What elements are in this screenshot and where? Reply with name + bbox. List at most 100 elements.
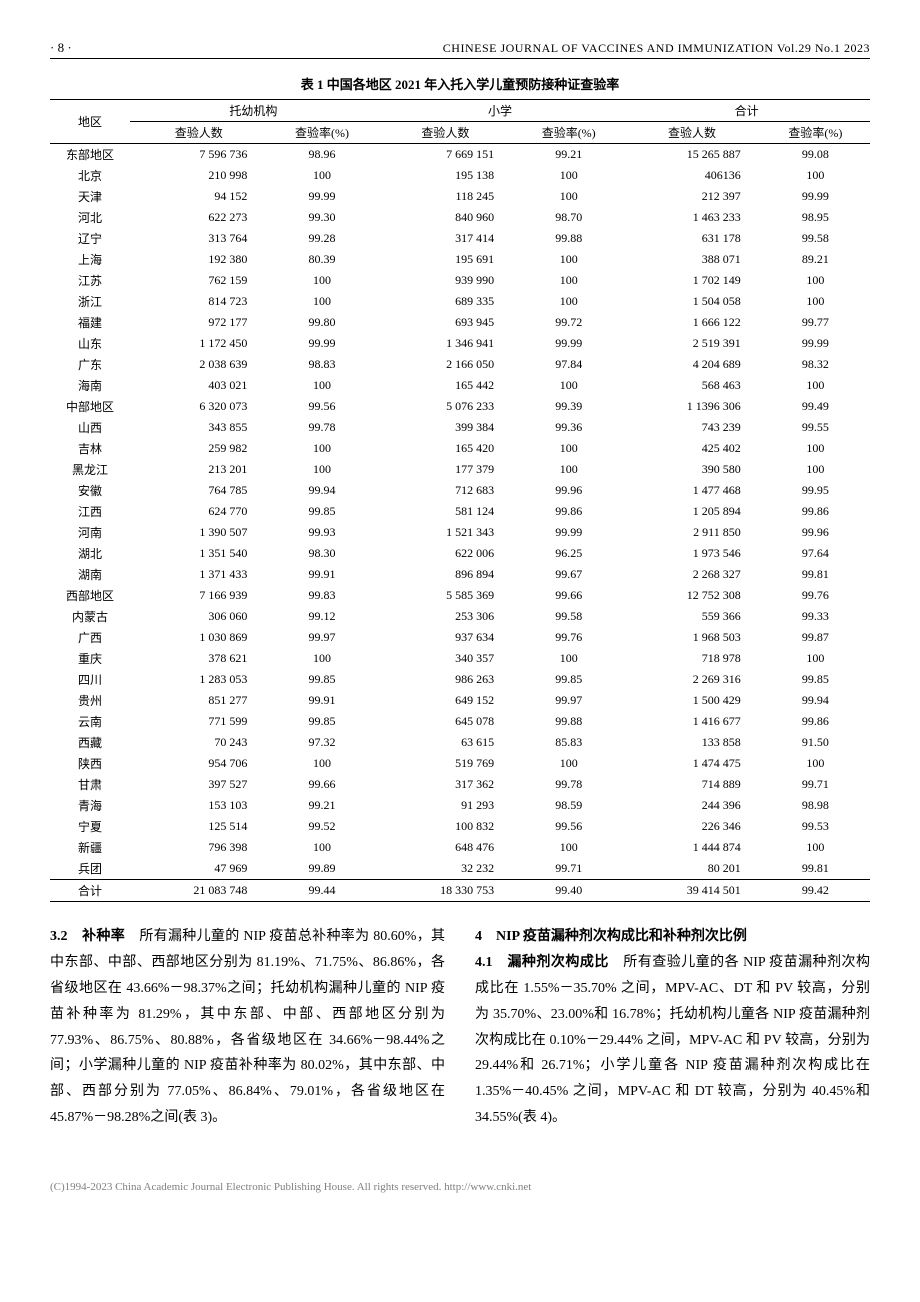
table-row: 河北622 27399.30840 96098.701 463 23398.95 — [50, 207, 870, 228]
cell: 100 — [761, 165, 870, 186]
cell: 2 269 316 — [623, 669, 760, 690]
cell: 343 855 — [130, 417, 267, 438]
cell-region: 上海 — [50, 249, 130, 270]
cell-region: 辽宁 — [50, 228, 130, 249]
cell: 99.67 — [514, 564, 623, 585]
cell: 99.49 — [761, 396, 870, 417]
cell: 100 — [267, 459, 376, 480]
table-row: 广东2 038 63998.832 166 05097.844 204 6899… — [50, 354, 870, 375]
table-row: 河南1 390 50799.931 521 34399.992 911 8509… — [50, 522, 870, 543]
cell: 622 273 — [130, 207, 267, 228]
cell-region: 贵州 — [50, 690, 130, 711]
table-row: 宁夏125 51499.52100 83299.56226 34699.53 — [50, 816, 870, 837]
cell: 100 — [514, 753, 623, 774]
cell-region: 中部地区 — [50, 396, 130, 417]
header-region: 地区 — [50, 100, 130, 144]
cell-region: 云南 — [50, 711, 130, 732]
cell-region: 西藏 — [50, 732, 130, 753]
cell: 99.97 — [267, 627, 376, 648]
cell: 624 770 — [130, 501, 267, 522]
cell-region: 陕西 — [50, 753, 130, 774]
cell: 99.36 — [514, 417, 623, 438]
table-row: 西藏70 24397.3263 61585.83133 85891.50 — [50, 732, 870, 753]
cell: 99.71 — [514, 858, 623, 880]
cell: 226 346 — [623, 816, 760, 837]
cell: 1 351 540 — [130, 543, 267, 564]
header-total: 合计 — [623, 100, 870, 122]
cell: 212 397 — [623, 186, 760, 207]
cell: 1 205 894 — [623, 501, 760, 522]
data-table: 地区 托幼机构 小学 合计 查验人数 查验率(%) 查验人数 查验率(%) 查验… — [50, 99, 870, 902]
cell: 100 832 — [377, 816, 514, 837]
cell: 559 366 — [623, 606, 760, 627]
cell: 397 527 — [130, 774, 267, 795]
table-row: 湖南1 371 43399.91896 89499.672 268 32799.… — [50, 564, 870, 585]
right-column: 4 NIP 疫苗漏种剂次构成比和补种剂次比例 4.1 漏种剂次构成比 所有查验儿… — [475, 924, 870, 1131]
cell: 70 243 — [130, 732, 267, 753]
cell: 99.66 — [514, 585, 623, 606]
cell: 133 858 — [623, 732, 760, 753]
cell: 97.84 — [514, 354, 623, 375]
cell: 100 — [514, 438, 623, 459]
table-row: 东部地区7 596 73698.967 669 15199.2115 265 8… — [50, 144, 870, 166]
cell: 99.86 — [514, 501, 623, 522]
table-row: 甘肃397 52799.66317 36299.78714 88999.71 — [50, 774, 870, 795]
table-row: 山西343 85599.78399 38499.36743 23999.55 — [50, 417, 870, 438]
table-row: 上海192 38080.39195 691100388 07189.21 — [50, 249, 870, 270]
cell: 712 683 — [377, 480, 514, 501]
cell: 100 — [514, 459, 623, 480]
cell: 399 384 — [377, 417, 514, 438]
cell: 313 764 — [130, 228, 267, 249]
table-row: 兵团47 96999.8932 23299.7180 20199.81 — [50, 858, 870, 880]
cell-region: 河南 — [50, 522, 130, 543]
table-row: 新疆796 398100648 4761001 444 874100 — [50, 837, 870, 858]
cell: 100 — [267, 165, 376, 186]
cell: 18 330 753 — [377, 880, 514, 902]
cell: 99.99 — [267, 186, 376, 207]
cell: 986 263 — [377, 669, 514, 690]
cell: 100 — [761, 648, 870, 669]
cell: 100 — [267, 375, 376, 396]
table-row: 贵州851 27799.91649 15299.971 500 42999.94 — [50, 690, 870, 711]
cell: 1 463 233 — [623, 207, 760, 228]
cell-region: 山西 — [50, 417, 130, 438]
cell-region: 山东 — [50, 333, 130, 354]
cell: 7 669 151 — [377, 144, 514, 166]
cell-region: 河北 — [50, 207, 130, 228]
table-row: 辽宁313 76499.28317 41499.88631 17899.58 — [50, 228, 870, 249]
table-row: 云南771 59999.85645 07899.881 416 67799.86 — [50, 711, 870, 732]
subheader: 查验率(%) — [761, 122, 870, 144]
cell: 118 245 — [377, 186, 514, 207]
cell: 406136 — [623, 165, 760, 186]
cell: 63 615 — [377, 732, 514, 753]
cell: 648 476 — [377, 837, 514, 858]
cell: 649 152 — [377, 690, 514, 711]
cell: 165 442 — [377, 375, 514, 396]
cell: 796 398 — [130, 837, 267, 858]
cell: 1 477 468 — [623, 480, 760, 501]
cell: 99.76 — [514, 627, 623, 648]
cell: 1 504 058 — [623, 291, 760, 312]
cell: 99.93 — [267, 522, 376, 543]
cell: 718 978 — [623, 648, 760, 669]
cell: 99.85 — [514, 669, 623, 690]
cell: 896 894 — [377, 564, 514, 585]
cell: 98.70 — [514, 207, 623, 228]
cell: 1 030 869 — [130, 627, 267, 648]
cell-region: 安徽 — [50, 480, 130, 501]
cell: 259 982 — [130, 438, 267, 459]
cell-region: 四川 — [50, 669, 130, 690]
subheader: 查验率(%) — [267, 122, 376, 144]
cell: 388 071 — [623, 249, 760, 270]
cell: 195 138 — [377, 165, 514, 186]
cell-region: 兵团 — [50, 858, 130, 880]
cell-region: 海南 — [50, 375, 130, 396]
cell: 99.91 — [267, 690, 376, 711]
cell: 100 — [761, 375, 870, 396]
cell: 244 396 — [623, 795, 760, 816]
cell: 5 076 233 — [377, 396, 514, 417]
cell: 851 277 — [130, 690, 267, 711]
table-row: 浙江814 723100689 3351001 504 058100 — [50, 291, 870, 312]
cell: 39 414 501 — [623, 880, 760, 902]
cell-region: 内蒙古 — [50, 606, 130, 627]
